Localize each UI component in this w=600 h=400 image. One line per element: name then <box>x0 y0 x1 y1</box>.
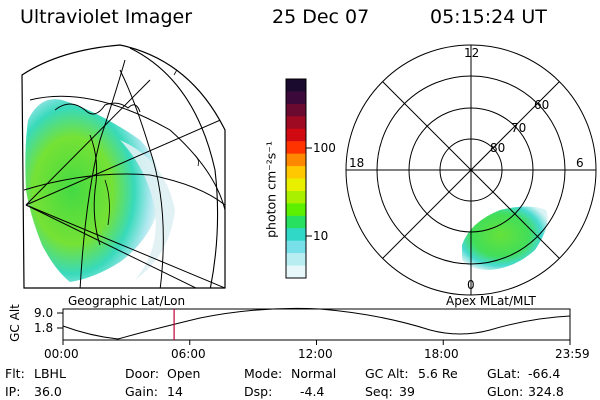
mlt-label-12: 12 <box>464 46 480 60</box>
colorbar-segment <box>286 265 306 279</box>
door-label: Door: <box>125 366 160 381</box>
mlt-label-0: 0 <box>467 278 475 292</box>
date-label: 25 Dec 07 <box>272 6 370 28</box>
polar-panel-label: Apex MLat/MLT <box>446 294 536 308</box>
mlt-label-6: 6 <box>576 156 584 170</box>
colorbar-segment <box>286 128 306 142</box>
door-value: Open <box>167 366 201 381</box>
geo-frame <box>21 44 226 289</box>
dsp-value: -4.4 <box>300 384 325 399</box>
colorbar-segment <box>286 228 306 242</box>
colorbar-segment <box>286 203 306 217</box>
mlt-label-18: 18 <box>349 156 365 170</box>
colorbar-segment <box>286 79 306 93</box>
seq-value: 39 <box>399 384 415 399</box>
geo-panel-label: Geographic Lat/Lon <box>68 294 186 308</box>
gcalt-label: GC Alt: <box>365 366 409 381</box>
glon-label: GLon: <box>487 384 524 399</box>
gain-label: Gain: <box>125 384 158 399</box>
gcalt-value: 5.6 Re <box>418 366 458 381</box>
colorbar-segment <box>286 166 306 180</box>
mode-label: Mode: <box>244 366 283 381</box>
timeline-xtick-1: 06:00 <box>171 347 206 361</box>
colorbar-segment <box>286 178 306 192</box>
colorbar-tick-10: 10 <box>313 229 329 243</box>
colorbar-segment <box>286 253 306 267</box>
seq-label: Seq: <box>365 384 393 399</box>
lat-label-80: 80 <box>490 141 506 155</box>
lat-label-70: 70 <box>511 121 527 135</box>
colorbar-segment <box>286 141 306 155</box>
aurora-geo <box>25 99 161 282</box>
colorbar-segment <box>286 240 306 254</box>
flt-label: Flt: <box>5 366 25 381</box>
time-label: 05:15:24 UT <box>430 6 547 28</box>
timeline-xtick-3: 18:00 <box>424 347 459 361</box>
timeline-ylabel: GC Alt <box>8 304 22 342</box>
glon-value: 324.8 <box>528 384 564 399</box>
lat-label-60: 60 <box>534 98 550 112</box>
colorbar-segment <box>286 103 306 117</box>
timeline-ytick-low: 1.8 <box>34 321 54 335</box>
timeline-xtick-4: 23:59 <box>555 347 590 361</box>
aurora-polar <box>462 206 548 270</box>
polar-plot <box>345 44 597 296</box>
ip-value: 36.0 <box>34 384 62 399</box>
colorbar-tick-100: 100 <box>313 141 336 155</box>
timeline-ytick-high: 9.0 <box>34 306 54 320</box>
flt-value: LBHL <box>34 366 66 381</box>
timeline-xtick-2: 12:00 <box>298 347 333 361</box>
colorbar-frame <box>285 78 307 279</box>
timeline-xtick-0: 00:00 <box>44 347 79 361</box>
colorbar <box>285 78 307 279</box>
colorbar-segment <box>286 116 306 130</box>
ip-label: IP: <box>5 384 21 399</box>
colorbar-segment <box>286 215 306 229</box>
geographic-map <box>23 47 225 288</box>
colorbar-segment <box>286 91 306 105</box>
glat-label: GLat: <box>487 366 521 381</box>
mode-value: Normal <box>291 366 337 381</box>
instrument-title: Ultraviolet Imager <box>20 6 193 28</box>
colorbar-segment <box>286 153 306 167</box>
colorbar-label: photon cm⁻²s⁻¹ <box>263 141 279 238</box>
gain-value: 14 <box>167 384 183 399</box>
colorbar-segment <box>286 190 306 204</box>
glat-value: -66.4 <box>528 366 561 381</box>
timeline-plot <box>57 307 571 345</box>
dsp-label: Dsp: <box>244 384 273 399</box>
